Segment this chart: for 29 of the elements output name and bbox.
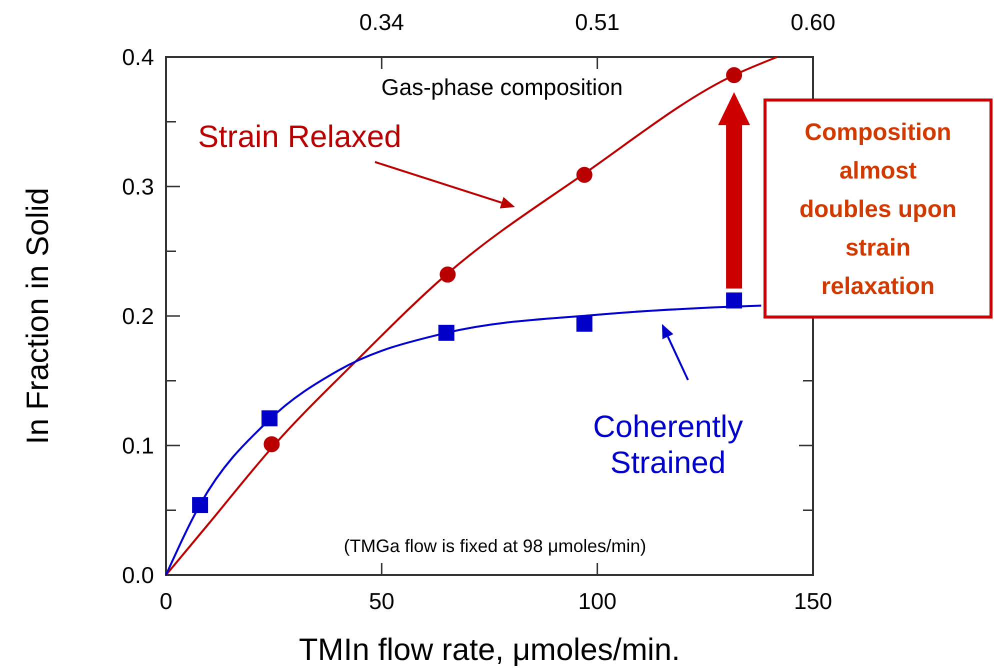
point <box>576 316 592 332</box>
point <box>726 292 742 308</box>
text: 0.60 <box>790 9 836 35</box>
text: Strain Relaxed <box>198 119 402 154</box>
annotation: Gas-phase composition <box>381 74 623 100</box>
x-tick-label: 0 <box>160 588 172 614</box>
x-tick-label: 150 <box>794 588 832 614</box>
annotation: Composition almost doubles upon strain relaxation <box>799 119 957 300</box>
point <box>264 436 280 452</box>
point <box>440 266 456 283</box>
y-tick-label: 0.4 <box>122 44 154 70</box>
annotation: (TMGa flow is fixed at 98 μmoles/min) <box>344 536 646 556</box>
text: 0.51 <box>574 9 620 35</box>
text: Coherently Strained <box>593 409 744 480</box>
point <box>192 497 208 514</box>
y-tick-label: 0.0 <box>122 562 154 588</box>
x-tick-label: 50 <box>368 588 394 614</box>
x-axis-title: TMIn flow rate, μmoles/min. <box>298 632 680 667</box>
point <box>262 410 278 426</box>
point <box>438 324 454 341</box>
y-tick-label: 0.2 <box>122 303 154 330</box>
point <box>726 67 742 84</box>
y-tick-label: 0.3 <box>122 174 154 200</box>
point <box>576 166 592 183</box>
y-tick-label: 0.1 <box>122 432 154 459</box>
y-axis-title: In Fraction in Solid <box>20 188 55 444</box>
text: 0.34 <box>359 9 404 35</box>
line-series <box>165 56 778 576</box>
x-tick-label: 100 <box>578 588 617 614</box>
